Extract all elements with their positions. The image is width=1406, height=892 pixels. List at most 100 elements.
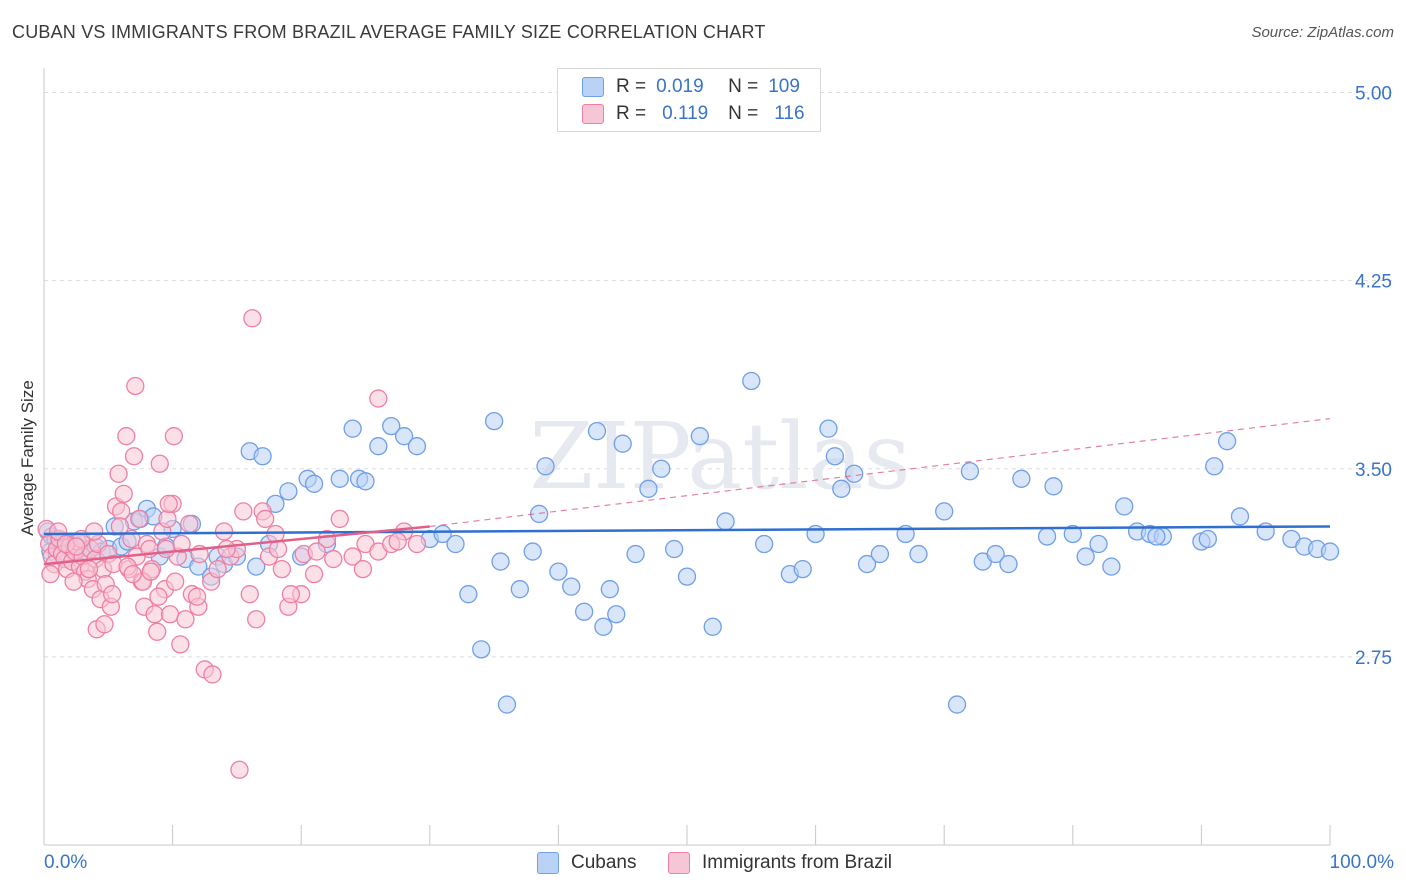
- brazil-point: [150, 454, 169, 473]
- bottom-swatch-cubans: [537, 852, 559, 874]
- cuban-point: [1115, 497, 1134, 516]
- brazil-trend-line: [43, 525, 430, 566]
- legend-swatch-cubans: [582, 77, 604, 97]
- axes: [43, 68, 1331, 846]
- brazil-point: [281, 585, 301, 604]
- cuban-point: [947, 695, 967, 714]
- brazil-point: [109, 464, 128, 483]
- cuban-point: [613, 434, 632, 453]
- y-tick-label: 4.25: [1355, 272, 1392, 293]
- brazil-point: [141, 562, 160, 581]
- stats-legend: R = 0.019 N = 109 R = 0.119 N = 116: [557, 68, 821, 132]
- cuban-point: [742, 371, 761, 391]
- legend-r-value-cubans: 0.019: [656, 76, 704, 97]
- brazil-point: [230, 760, 249, 779]
- cuban-point: [716, 512, 735, 531]
- brazil-point: [240, 585, 259, 604]
- brazil-point: [324, 549, 343, 569]
- brazil-point: [353, 559, 373, 579]
- cuban-point: [703, 617, 722, 636]
- brazil-point: [388, 532, 407, 551]
- cuban-point: [304, 474, 324, 493]
- cuban-point: [909, 544, 928, 564]
- cuban-point: [935, 502, 954, 521]
- cuban-point: [407, 437, 427, 456]
- brazil-point: [64, 572, 83, 591]
- legend-n-value-cubans: 109: [768, 76, 800, 97]
- cuban-point: [639, 479, 658, 498]
- cuban-point: [369, 437, 388, 456]
- cuban-point: [247, 557, 266, 576]
- cuban-point: [999, 554, 1018, 574]
- brazil-point: [176, 610, 195, 629]
- brazil-point: [247, 610, 266, 629]
- cuban-point: [279, 482, 298, 501]
- source-label: Source: ZipAtlas.com: [1251, 24, 1394, 41]
- cuban-point: [960, 462, 980, 481]
- chart-title: CUBAN VS IMMIGRANTS FROM BRAZIL AVERAGE …: [12, 22, 766, 42]
- cuban-point: [1320, 542, 1340, 561]
- brazil-point: [85, 522, 104, 541]
- legend-r-label: R =: [616, 103, 647, 124]
- brazil-trend-extension: [429, 418, 1331, 528]
- cuban-point: [806, 524, 825, 544]
- bottom-swatch-brazil: [668, 852, 690, 874]
- y-tick-label: 5.00: [1355, 84, 1392, 105]
- legend-n-label: N =: [728, 76, 759, 97]
- cuban-point: [1012, 469, 1031, 488]
- cuban-point: [510, 580, 529, 599]
- cuban-point: [536, 457, 555, 476]
- brazil-point: [330, 509, 349, 529]
- cuban-point: [1230, 507, 1250, 526]
- cuban-point: [523, 542, 542, 561]
- brazil-point: [117, 427, 136, 446]
- cuban-point: [594, 617, 613, 636]
- y-tick-label: 3.50: [1355, 460, 1392, 481]
- brazil-point: [124, 447, 144, 466]
- brazil-point: [79, 559, 99, 579]
- brazil-point: [307, 542, 326, 561]
- cuban-point: [986, 544, 1005, 564]
- cuban-point: [870, 544, 890, 564]
- legend-n-value-brazil: 116: [774, 103, 805, 124]
- brazil-point: [208, 559, 227, 579]
- cuban-point: [1147, 527, 1166, 546]
- bottom-legend-cubans-label: Cubans: [571, 852, 637, 873]
- cuban-point: [343, 419, 362, 438]
- gridlines: [44, 92, 1392, 658]
- brazil-point: [243, 309, 262, 328]
- brazil-point: [256, 509, 275, 529]
- brazil-point: [369, 389, 388, 408]
- brazil-point: [123, 564, 142, 584]
- brazil-point: [304, 564, 324, 584]
- cuban-point: [1076, 547, 1095, 566]
- legend-r-value-brazil: 0.119: [662, 103, 709, 124]
- brazil-point: [126, 376, 145, 396]
- brazil-point: [157, 539, 176, 559]
- cuban-point: [690, 427, 710, 446]
- brazil-point: [234, 502, 253, 521]
- cuban-point: [382, 416, 401, 436]
- cuban-point: [607, 605, 626, 624]
- cuban-point: [253, 447, 272, 466]
- cuban-point: [1089, 534, 1108, 554]
- legend-row-brazil: R = 0.119 N = 116: [582, 102, 805, 126]
- brazil-point: [114, 484, 133, 504]
- brazil-point: [130, 509, 149, 529]
- brazil-point: [187, 587, 207, 606]
- cuban-point: [356, 472, 375, 491]
- legend-row-cubans: R = 0.019 N = 109: [582, 75, 800, 99]
- cuban-point: [394, 427, 414, 446]
- cuban-point: [587, 421, 607, 441]
- cuban-point: [1205, 457, 1224, 476]
- brazil-point: [159, 494, 178, 514]
- brazil-point: [166, 572, 185, 591]
- cuban-point: [845, 464, 864, 483]
- legend-swatch-brazil: [582, 104, 604, 124]
- cuban-point: [1256, 522, 1275, 541]
- cuban-point: [562, 577, 581, 596]
- cuban-point: [330, 469, 349, 488]
- legend-n-label: N =: [728, 103, 759, 124]
- brazil-point: [112, 502, 131, 521]
- brazil-point: [95, 615, 114, 634]
